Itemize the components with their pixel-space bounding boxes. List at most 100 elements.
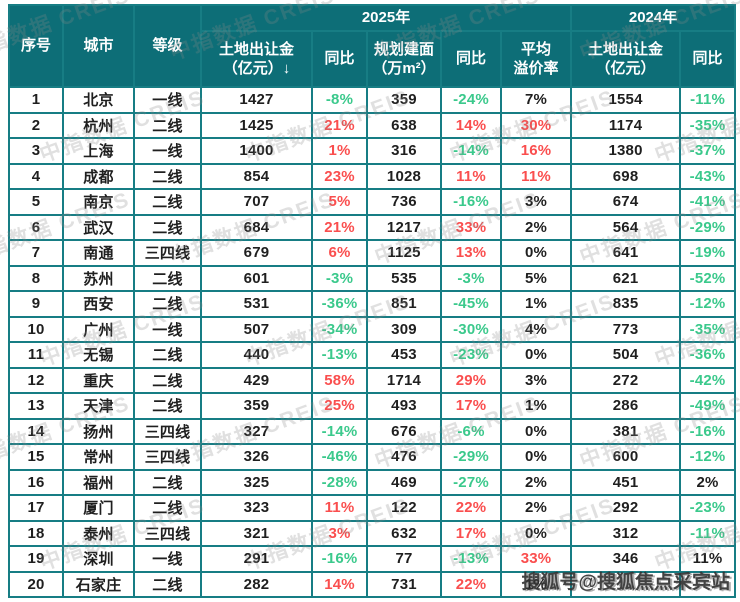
premium-rate: 2%: [499, 468, 573, 496]
table-row: 20 石家庄 二线 282 14% 731 22% 1%: [8, 570, 737, 598]
sort-descending-icon[interactable]: ↓: [282, 60, 291, 77]
area-2025: 1714: [366, 366, 442, 394]
fee-2025: 601: [200, 264, 313, 292]
area-2025: 851: [366, 290, 442, 318]
row-index: 13: [8, 392, 64, 420]
fee-yoy-2025: -34%: [311, 315, 368, 343]
fee-2025: 507: [200, 315, 313, 343]
col-header-area-yoy-2025: 同比: [440, 30, 502, 88]
row-index: 4: [8, 162, 64, 190]
city-name: 北京: [62, 86, 135, 114]
fee-2025: 326: [200, 443, 313, 471]
premium-rate: 1%: [499, 570, 573, 598]
area-yoy-2025: 22%: [440, 494, 502, 522]
city-tier: 二线: [133, 392, 202, 420]
fee-2024: 835: [570, 290, 682, 318]
land-sales-table: 序号 城市 等级 2025年 2024年 土地出让金 （亿元）↓ 同比 规划建面…: [8, 4, 737, 598]
col-header-tier: 等级: [133, 4, 202, 88]
fee-2024: 312: [570, 519, 682, 547]
table-header: 序号 城市 等级 2025年 2024年 土地出让金 （亿元）↓ 同比 规划建面…: [8, 4, 737, 88]
fee-2024: 674: [570, 188, 682, 216]
premium-rate: 0%: [499, 239, 573, 267]
area-2025: 493: [366, 392, 442, 420]
area-yoy-2025: -23%: [440, 341, 502, 369]
yoy-2024: -11%: [679, 86, 737, 114]
table-row: 7 南通 三四线 679 6% 1125 13% 0% 641 -19%: [8, 239, 737, 267]
city-name: 福州: [62, 468, 135, 496]
fee-2025: 327: [200, 417, 313, 445]
fee-2024: 381: [570, 417, 682, 445]
premium-rate: 0%: [499, 443, 573, 471]
premium-rate: 0%: [499, 519, 573, 547]
area-yoy-2025: -29%: [440, 443, 502, 471]
yoy-2024: -49%: [679, 392, 737, 420]
fee-yoy-2025: 6%: [311, 239, 368, 267]
fee-yoy-2025: -36%: [311, 290, 368, 318]
fee-yoy-2025: 21%: [311, 111, 368, 139]
area-yoy-2025: 17%: [440, 392, 502, 420]
fee-2024: 621: [570, 264, 682, 292]
fee-yoy-2025: 11%: [311, 494, 368, 522]
city-name: 扬州: [62, 417, 135, 445]
fee-yoy-2025: 14%: [311, 570, 368, 598]
premium-rate: 2%: [499, 494, 573, 522]
sohu-watermark: 搜狐号@搜狐焦点采宾站: [521, 572, 730, 593]
area-yoy-2025: -3%: [440, 264, 502, 292]
year-group-2024: 2024年: [570, 4, 737, 32]
row-index: 1: [8, 86, 64, 114]
col-header-index: 序号: [8, 4, 64, 88]
table-row: 6 武汉 二线 684 21% 1217 33% 2% 564 -29%: [8, 213, 737, 241]
area-yoy-2025: -16%: [440, 188, 502, 216]
yoy-2024: -23%: [679, 494, 737, 522]
fee-2025: 429: [200, 366, 313, 394]
area-label-line2: （万m²）: [372, 60, 436, 77]
fee-yoy-2025: -16%: [311, 545, 368, 573]
area-2025: 476: [366, 443, 442, 471]
city-tier: 一线: [133, 315, 202, 343]
area-yoy-2025: 29%: [440, 366, 502, 394]
city-name: 南京: [62, 188, 135, 216]
table-body: 1 北京 一线 1427 -8% 359 -24% 7% 1554 -11% 2 杭州 二线 1425 21…: [8, 86, 737, 598]
fee-2024: 564: [570, 213, 682, 241]
area-2025: 77: [366, 545, 442, 573]
fee-2024: 1380: [570, 137, 682, 165]
row-index: 20: [8, 570, 64, 598]
fee-2024: 1554: [570, 86, 682, 114]
fee-2024-label-line2: （亿元）: [595, 60, 656, 77]
fee-yoy-2025: 58%: [311, 366, 368, 394]
fee-yoy-2025: -46%: [311, 443, 368, 471]
city-tier: 二线: [133, 213, 202, 241]
row-index: 19: [8, 545, 64, 573]
area-2025: 736: [366, 188, 442, 216]
premium-rate: 33%: [499, 545, 573, 573]
fee-2024: 292: [570, 494, 682, 522]
area-2025: 676: [366, 417, 442, 445]
city-tier: 二线: [133, 264, 202, 292]
row-index: 15: [8, 443, 64, 471]
table-row: 17 厦门 二线 323 11% 122 22% 2% 292 -23%: [8, 494, 737, 522]
city-name: 南通: [62, 239, 135, 267]
col-header-fee-2025[interactable]: 土地出让金 （亿元）↓: [200, 30, 313, 88]
fee-2025: 854: [200, 162, 313, 190]
fee-yoy-2025: -8%: [311, 86, 368, 114]
city-tier: 一线: [133, 137, 202, 165]
city-tier: 二线: [133, 570, 202, 598]
city-name: 苏州: [62, 264, 135, 292]
city-tier: 二线: [133, 494, 202, 522]
area-yoy-2025: -14%: [440, 137, 502, 165]
fee-2025: 1427: [200, 86, 313, 114]
premium-label-line1: 平均: [521, 40, 552, 58]
yoy-2024: -11%: [679, 519, 737, 547]
premium-rate: 16%: [499, 137, 573, 165]
city-name: 深圳: [62, 545, 135, 573]
fee-yoy-2025: 3%: [311, 519, 368, 547]
fee-2025: 325: [200, 468, 313, 496]
row-index: 2: [8, 111, 64, 139]
row-index: 17: [8, 494, 64, 522]
fee-yoy-2025: -28%: [311, 468, 368, 496]
fee-2025: 323: [200, 494, 313, 522]
premium-rate: 0%: [499, 341, 573, 369]
year-group-2025: 2025年: [199, 4, 573, 32]
row-index: 16: [8, 468, 64, 496]
table-row: 14 扬州 三四线 327 -14% 676 -6% 0% 381 -16%: [8, 417, 737, 445]
